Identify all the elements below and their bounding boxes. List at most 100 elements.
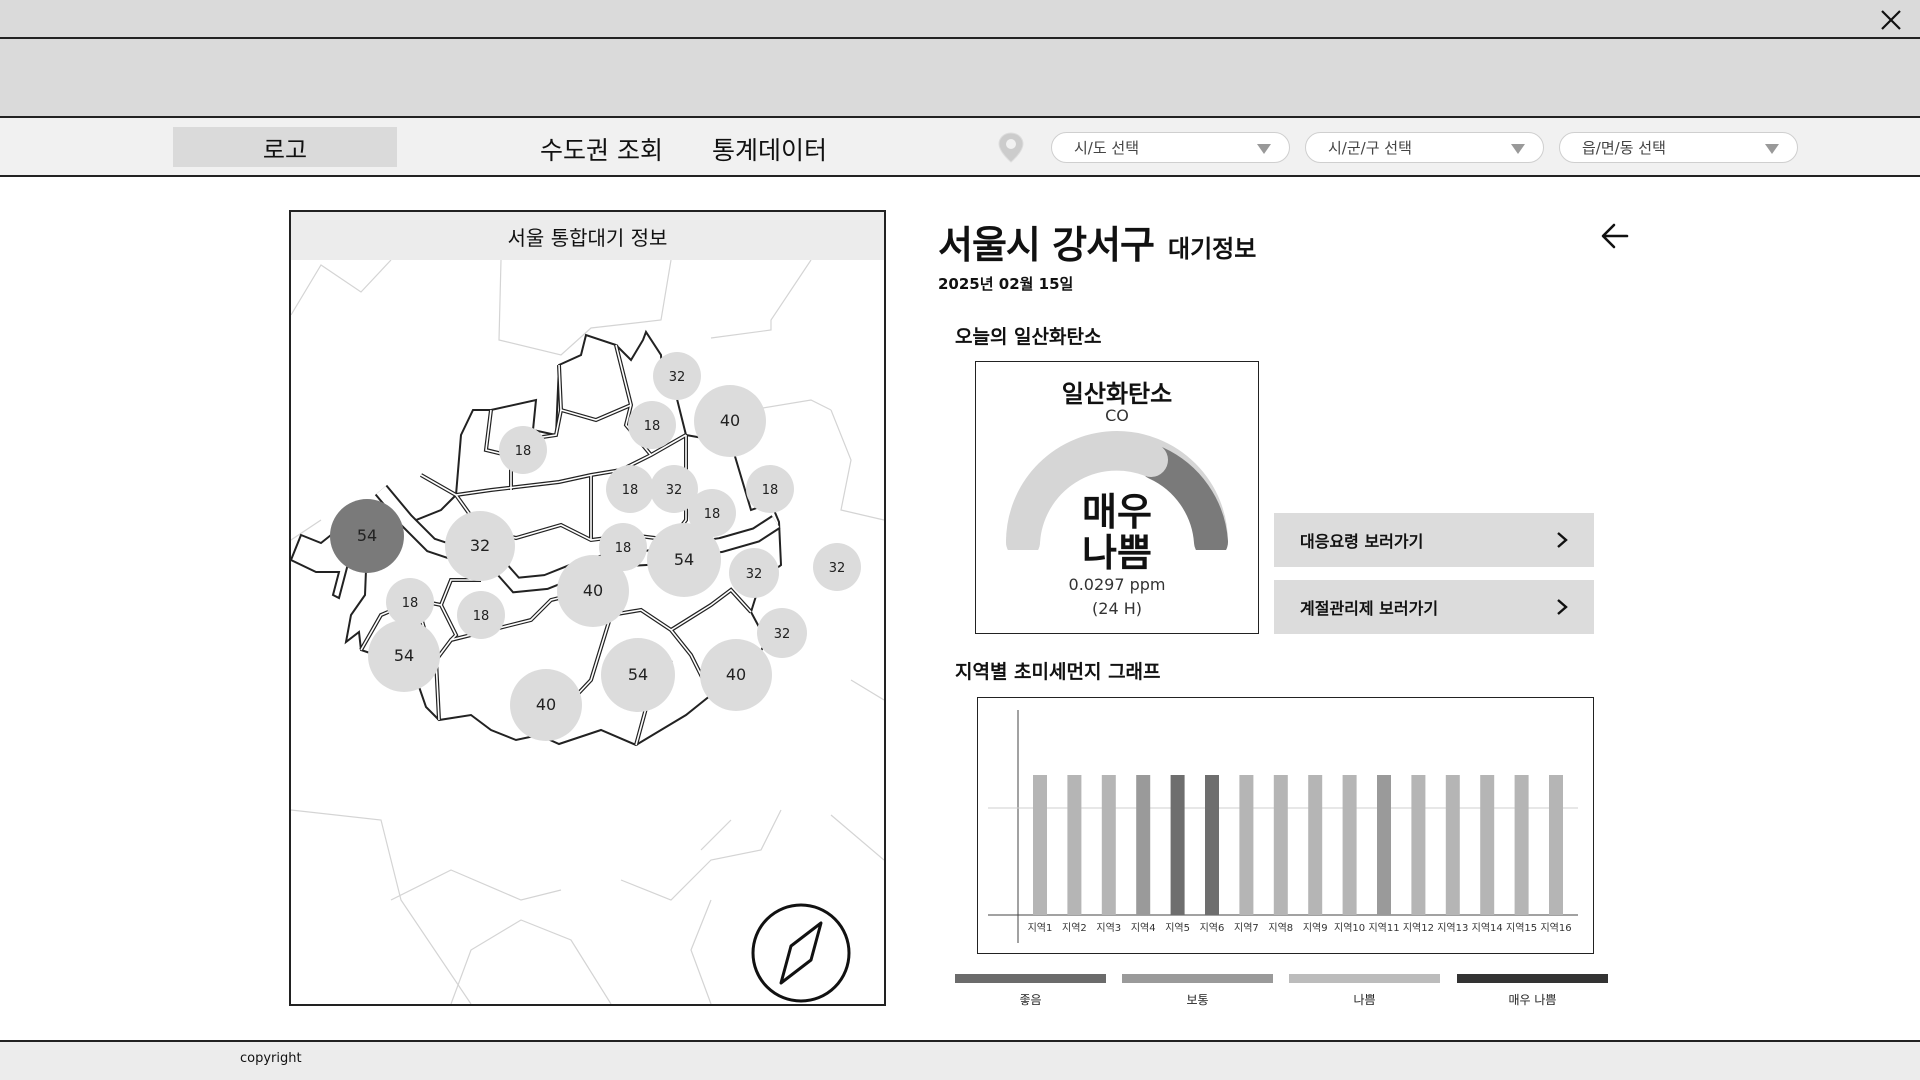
chevron-down-icon xyxy=(1257,144,1271,154)
marker-value: 54 xyxy=(628,665,648,684)
x-tick-label: 지역5 xyxy=(1165,922,1190,934)
chart-svg: 지역1 지역2 지역3 지역4 지역5 지역6 지역7 지역8 지역9 지역10 지역11 지역12 지… xyxy=(988,710,1578,943)
map-marker[interactable]: 18 xyxy=(457,591,505,639)
map-marker[interactable]: 32 xyxy=(650,465,698,513)
area-subtitle: 대기정보 xyxy=(1168,235,1257,263)
map-marker[interactable]: 18 xyxy=(688,489,736,537)
sido-select-label: 시/도 선택 xyxy=(1074,139,1140,157)
map-marker[interactable]: 18 xyxy=(499,426,547,474)
map-marker[interactable]: 32 xyxy=(653,352,701,400)
marker-circle xyxy=(757,608,807,658)
marker-circle xyxy=(628,401,676,449)
seoul-map[interactable]: 32 18 40 18 18 32 18 18 54 32 18 54 32 32 40 18 18 54 32 54… xyxy=(291,260,884,1004)
map-marker[interactable]: 40 xyxy=(700,639,772,711)
x-tick-label: 지역16 xyxy=(1540,922,1571,934)
close-icon[interactable] xyxy=(1878,7,1904,33)
marker-circle xyxy=(729,548,779,598)
chart-bar xyxy=(1342,775,1357,915)
x-tick-label: 지역6 xyxy=(1200,922,1225,934)
marker-value: 18 xyxy=(622,483,639,498)
nav-link-statistics[interactable]: 통계데이터 xyxy=(712,136,828,165)
window-title-bar xyxy=(0,0,1920,39)
map-marker[interactable]: 18 xyxy=(599,523,647,571)
map-marker[interactable]: 18 xyxy=(628,401,676,449)
x-tick-label: 지역8 xyxy=(1268,922,1293,934)
legend-label: 나쁨 xyxy=(1353,993,1376,1007)
map-marker[interactable]: 18 xyxy=(386,578,434,626)
footer xyxy=(0,1040,1920,1080)
nav-link-capital-area[interactable]: 수도권 조회 xyxy=(540,136,663,165)
map-marker[interactable]: 32 xyxy=(445,511,515,581)
marker-circle xyxy=(457,591,505,639)
marker-circle xyxy=(510,669,582,741)
x-tick-label: 지역2 xyxy=(1062,922,1087,934)
map-marker[interactable]: 54 xyxy=(601,638,675,712)
response-guide-button[interactable]: 대응요령 보러가기 xyxy=(1274,513,1594,567)
map-marker[interactable]: 40 xyxy=(557,555,629,627)
sigungu-select[interactable]: 시/군/구 선택 xyxy=(1305,132,1544,163)
copyright-text: copyright xyxy=(240,1051,302,1066)
chart-bar xyxy=(1480,775,1495,915)
graph-section-title: 지역별 초미세먼지 그래프 xyxy=(955,661,1161,683)
legend-item-bad: 나쁨 xyxy=(1289,974,1440,1008)
marker-value: 40 xyxy=(720,411,740,430)
x-tick-label: 지역13 xyxy=(1437,922,1468,934)
marker-value: 18 xyxy=(762,483,779,498)
legend-label: 매우 나쁨 xyxy=(1508,993,1557,1007)
marker-value: 32 xyxy=(666,483,683,498)
marker-value: 32 xyxy=(829,561,846,576)
map-marker[interactable]: 54 xyxy=(647,523,721,597)
chart-bar xyxy=(1273,775,1288,915)
marker-circle xyxy=(386,578,434,626)
gauge-pollutant-code: CO xyxy=(1105,406,1129,425)
legend-swatch xyxy=(955,974,1106,983)
marker-circle xyxy=(694,385,766,457)
regional-pm25-chart: 지역1 지역2 지역3 지역4 지역5 지역6 지역7 지역8 지역9 지역10 지역11 지역12 지… xyxy=(977,697,1594,954)
map-marker[interactable]: 18 xyxy=(746,465,794,513)
eupmyeondong-select[interactable]: 읍/면/동 선택 xyxy=(1559,132,1798,163)
x-tick-label: 지역3 xyxy=(1096,922,1121,934)
sido-select[interactable]: 시/도 선택 xyxy=(1051,132,1290,163)
marker-value: 18 xyxy=(515,444,532,459)
map-marker[interactable]: 40 xyxy=(694,385,766,457)
map-marker[interactable]: 18 xyxy=(606,465,654,513)
eupmyeondong-select-label: 읍/면/동 선택 xyxy=(1582,139,1666,157)
map-marker[interactable]: 32 xyxy=(729,548,779,598)
x-tick-label: 지역15 xyxy=(1506,922,1537,934)
map-marker[interactable]: 40 xyxy=(510,669,582,741)
seasonal-management-label: 계절관리제 보러가기 xyxy=(1300,599,1439,618)
marker-circle xyxy=(650,465,698,513)
chevron-down-icon xyxy=(1765,144,1779,154)
map-marker[interactable]: 32 xyxy=(757,608,807,658)
x-tick-label: 지역12 xyxy=(1403,922,1434,934)
seasonal-management-button[interactable]: 계절관리제 보러가기 xyxy=(1274,580,1594,634)
sigungu-select-label: 시/군/구 선택 xyxy=(1328,139,1412,157)
map-marker[interactable]: 32 xyxy=(813,543,861,591)
map-panel: 서울 통합대기 정보 xyxy=(289,210,886,1006)
marker-circle xyxy=(557,555,629,627)
legend-item-very-bad: 매우 나쁨 xyxy=(1457,974,1608,1008)
logo[interactable]: 로고 xyxy=(173,127,397,167)
marker-circle xyxy=(445,511,515,581)
chevron-right-icon xyxy=(1557,599,1568,615)
marker-value: 40 xyxy=(536,695,556,714)
chart-bar xyxy=(1101,775,1116,915)
gauge-level: 매우 나쁨 xyxy=(976,492,1258,574)
map-marker[interactable]: 54 xyxy=(368,620,440,692)
pollution-markers[interactable]: 32 18 40 18 18 32 18 18 54 32 18 54 32 32 40 18 18 54 32 54… xyxy=(330,352,861,741)
chart-bar xyxy=(1377,775,1391,915)
marker-value: 54 xyxy=(674,550,694,569)
legend-label: 좋음 xyxy=(1019,993,1042,1007)
arrow-left-icon[interactable] xyxy=(1600,222,1630,250)
gauge-period: (24 H) xyxy=(1092,599,1142,618)
marker-value: 32 xyxy=(470,536,490,555)
gauge-value: 0.0297 ppm xyxy=(1068,575,1166,594)
map-marker[interactable]: 54 xyxy=(330,499,404,573)
area-title: 서울시 강서구 xyxy=(938,223,1155,267)
chart-bar xyxy=(1445,775,1460,915)
compass-icon[interactable] xyxy=(751,903,851,1003)
today-section-title: 오늘의 일산화탄소 xyxy=(955,326,1102,348)
marker-value: 32 xyxy=(774,627,791,642)
x-tick-label: 지역11 xyxy=(1368,922,1399,934)
marker-circle xyxy=(700,639,772,711)
